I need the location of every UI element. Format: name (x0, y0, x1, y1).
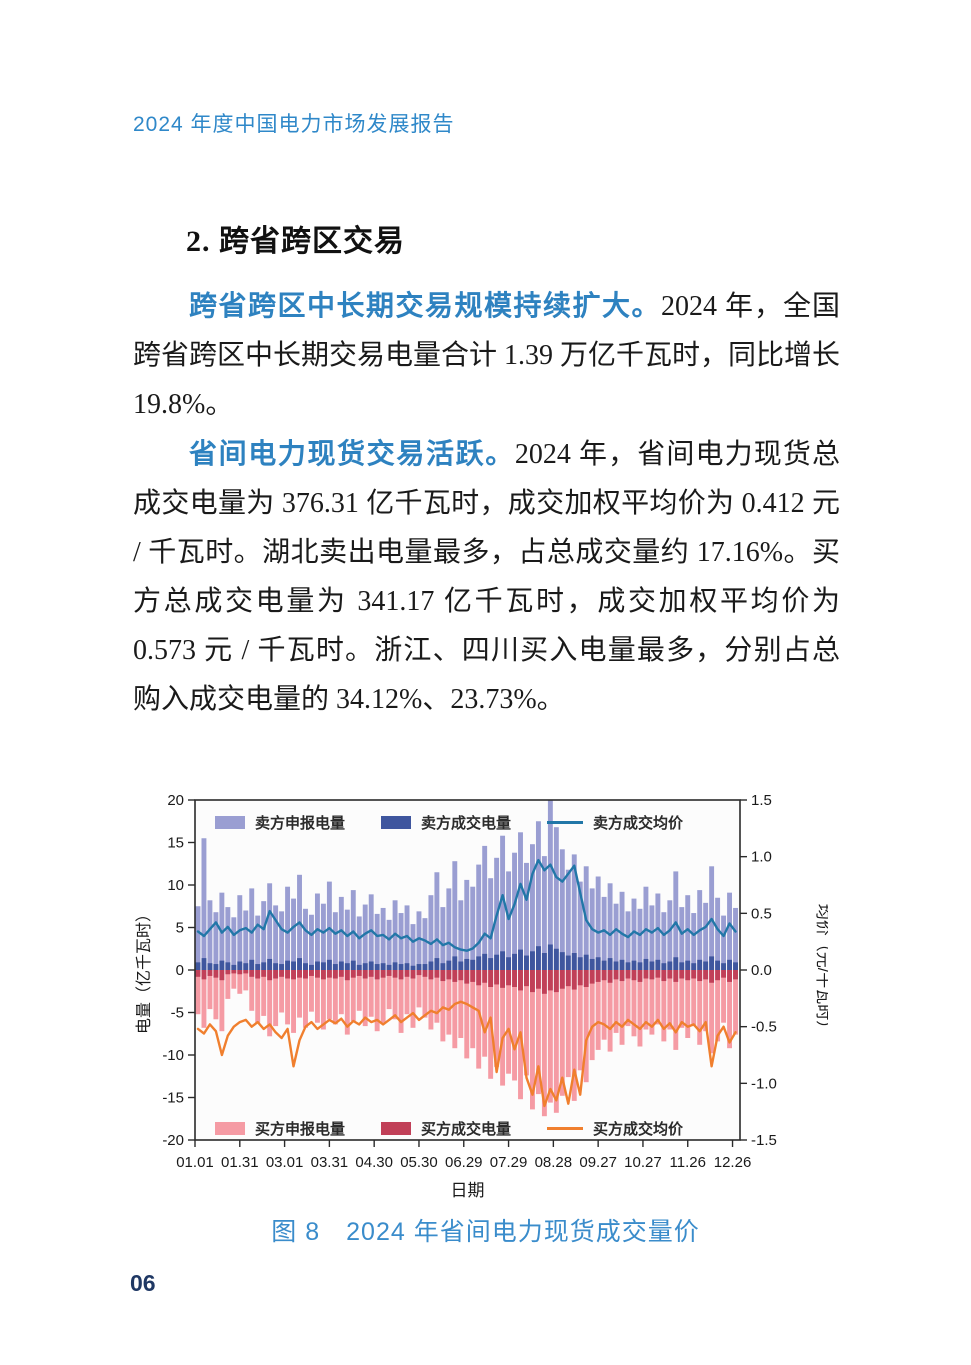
svg-text:15: 15 (167, 835, 184, 852)
svg-text:10.27: 10.27 (624, 1154, 662, 1171)
svg-text:03.01: 03.01 (266, 1154, 304, 1171)
section-heading: 2. 跨省跨区交易 (186, 225, 405, 258)
svg-text:05.30: 05.30 (400, 1154, 438, 1171)
svg-text:06.29: 06.29 (445, 1154, 483, 1171)
svg-text:20: 20 (167, 792, 184, 809)
svg-text:04.30: 04.30 (355, 1154, 393, 1171)
svg-text:-1.5: -1.5 (751, 1132, 777, 1149)
legend-item-buyer-traded: 买方成交电量 (381, 1118, 511, 1139)
svg-text:-20: -20 (162, 1132, 184, 1149)
legend-item-buyer-price: 买方成交均价 (547, 1118, 683, 1139)
x-axis-label: 日期 (451, 1181, 485, 1200)
svg-text:5: 5 (176, 920, 184, 937)
page-number: 06 (130, 1270, 156, 1296)
svg-text:07.29: 07.29 (490, 1154, 528, 1171)
paragraph-cross-province-mid-long-term: 跨省跨区中长期交易规模持续扩大。2024 年，全国跨省跨区中长期交易电量合计 1… (133, 281, 840, 429)
svg-text:-10: -10 (162, 1047, 184, 1064)
svg-text:03.31: 03.31 (311, 1154, 349, 1171)
svg-text:11.26: 11.26 (670, 1154, 706, 1171)
paragraph-inter-province-spot: 省间电力现货交易活跃。2024 年，省间电力现货总成交电量为 376.31 亿千… (133, 429, 840, 724)
paragraph-body: 2024 年，省间电力现货总成交电量为 376.31 亿千瓦时，成交加权平均价为… (133, 439, 840, 715)
svg-text:12.26: 12.26 (714, 1154, 752, 1171)
legend-label: 卖方申报电量 (255, 815, 346, 832)
legend-item-buyer-declared: 买方申报电量 (215, 1118, 345, 1139)
legend-item-seller-declared: 卖方申报电量 (215, 812, 345, 833)
legend-item-seller-traded: 卖方成交电量 (381, 812, 511, 833)
legend-seller: 卖方申报电量 卖方成交电量 卖方成交均价 (215, 812, 683, 833)
paragraph-body: 2024 年，全国跨省跨区中长期交易电量合计 1.39 万亿千瓦时，同比增长 1… (133, 291, 841, 420)
seller-price-line-swatch (547, 821, 584, 824)
svg-text:0.0: 0.0 (751, 962, 772, 979)
figure-8-chart: 20 15 10 5 0 -5 -10 -15 -20 1.5 1.0 0.5 0.0 -0.5 -1.0 -… (133, 788, 828, 1203)
svg-text:1.0: 1.0 (751, 849, 772, 866)
legend-item-seller-price: 卖方成交均价 (547, 812, 683, 833)
svg-text:-5: -5 (171, 1005, 184, 1022)
legend-label: 买方申报电量 (255, 1121, 346, 1138)
paragraph-lead: 跨省跨区中长期交易规模持续扩大。 (189, 290, 661, 321)
svg-text:08.28: 08.28 (535, 1154, 573, 1171)
legend-label: 卖方成交电量 (421, 815, 512, 832)
y-axis-label-right: 均价（元/千瓦时） (814, 904, 828, 1036)
svg-text:01.31: 01.31 (221, 1154, 259, 1171)
seller-traded-swatch (381, 816, 412, 829)
paragraph-lead: 省间电力现货交易活跃。 (189, 438, 515, 469)
svg-text:-0.5: -0.5 (751, 1019, 777, 1036)
svg-text:-1.0: -1.0 (751, 1075, 777, 1092)
svg-text:09.27: 09.27 (579, 1154, 617, 1171)
buyer-traded-swatch (381, 1122, 412, 1135)
svg-text:01.01: 01.01 (176, 1154, 214, 1171)
legend-label: 买方成交均价 (593, 1121, 684, 1138)
buyer-price-line-swatch (547, 1127, 584, 1130)
svg-text:0.5: 0.5 (751, 905, 772, 922)
legend-label: 买方成交电量 (421, 1121, 512, 1138)
y-axis-label-left: 电量（亿千瓦时） (135, 906, 153, 1034)
seller-declared-swatch (215, 816, 245, 829)
svg-text:-15: -15 (162, 1090, 184, 1107)
report-header-title: 2024 年度中国电力市场发展报告 (133, 113, 455, 136)
svg-text:1.5: 1.5 (751, 792, 772, 809)
svg-text:10: 10 (167, 877, 184, 894)
quantity-price-chart: 20 15 10 5 0 -5 -10 -15 -20 1.5 1.0 0.5 0.0 -0.5 -1.0 -… (135, 792, 828, 1200)
buyer-declared-swatch (215, 1122, 245, 1135)
legend-label: 卖方成交均价 (593, 815, 684, 832)
legend-buyer: 买方申报电量 买方成交电量 买方成交均价 (215, 1118, 683, 1139)
body-text: 跨省跨区中长期交易规模持续扩大。2024 年，全国跨省跨区中长期交易电量合计 1… (133, 281, 840, 724)
svg-text:0: 0 (176, 962, 184, 979)
figure-caption: 图 8 2024 年省间电力现货成交量价 (271, 1218, 700, 1246)
